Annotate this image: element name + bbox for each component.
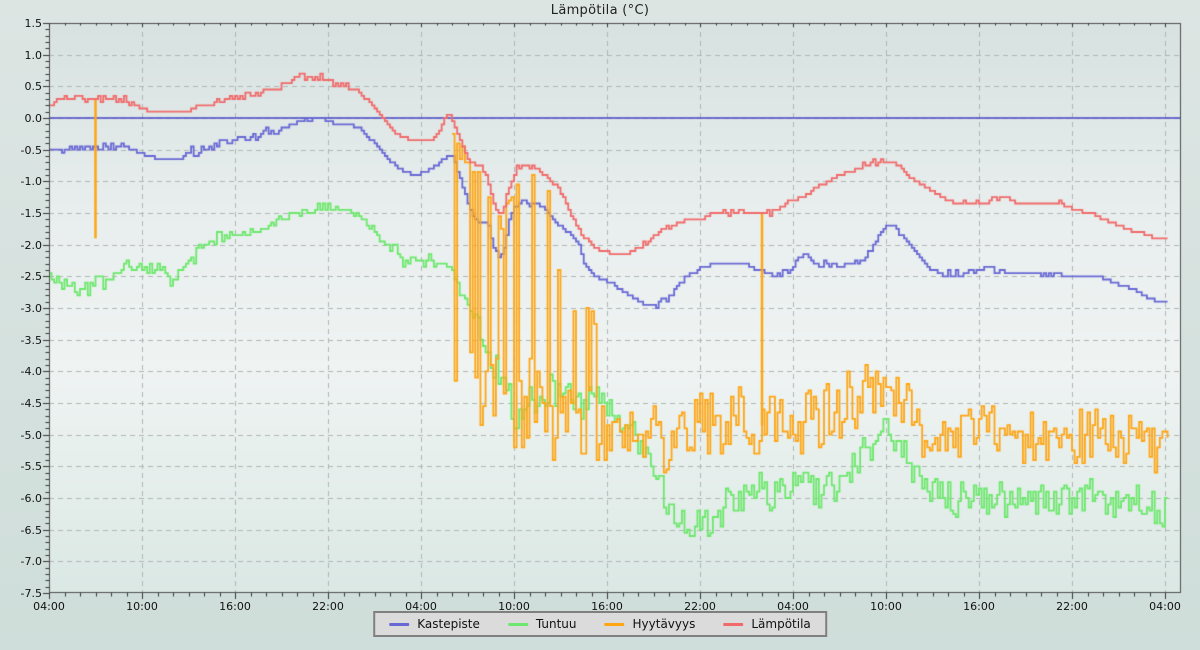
y-tick-label: 0.5 <box>24 80 43 94</box>
x-tick-label: 16:00 <box>219 600 251 613</box>
y-tick-label: 1.5 <box>24 17 43 30</box>
x-tick-label: 04:00 <box>405 600 437 613</box>
legend-label: Tuntuu <box>535 617 577 631</box>
y-tick-label: -3.5 <box>20 333 42 347</box>
x-tick-label: 04:00 <box>1149 600 1181 613</box>
x-tick-label: 10:00 <box>498 600 530 613</box>
y-tick-label: -6.5 <box>20 523 42 537</box>
y-tick-label: -2.5 <box>20 270 42 284</box>
legend-color-dash-icon <box>389 622 410 626</box>
legend-item-hyytävyys: Hyytävyys <box>604 617 696 631</box>
y-tick-label: -1.0 <box>20 175 42 189</box>
y-tick-label: -5.0 <box>20 428 42 442</box>
x-tick-label: 04:00 <box>33 600 65 613</box>
y-tick-label: -1.5 <box>20 207 42 220</box>
legend-color-dash-icon <box>507 622 528 626</box>
y-tick-label: 1.0 <box>24 48 43 62</box>
y-tick-label: -4.5 <box>20 397 42 410</box>
legend-color-dash-icon <box>604 622 625 626</box>
y-tick-label: -5.5 <box>20 460 42 474</box>
y-tick-label: -3.0 <box>20 302 42 315</box>
legend-label: Kastepiste <box>417 617 480 631</box>
x-tick-label: 10:00 <box>870 600 902 613</box>
x-tick-label: 10:00 <box>126 600 158 613</box>
legend-item-kastepiste: Kastepiste <box>389 617 480 631</box>
x-tick-label: 04:00 <box>777 600 809 613</box>
legend-label: Lämpötila <box>751 617 811 631</box>
x-tick-label: 16:00 <box>963 600 995 613</box>
y-tick-label: -0.5 <box>20 143 42 157</box>
x-tick-label: 22:00 <box>684 600 716 613</box>
y-tick-label: 0.0 <box>24 112 43 125</box>
y-tick-label: -7.0 <box>20 555 42 569</box>
legend-color-dash-icon <box>723 622 744 626</box>
y-tick-label: -2.0 <box>20 238 42 252</box>
y-tick-label: -4.0 <box>20 365 42 379</box>
x-tick-label: 22:00 <box>312 600 344 613</box>
y-tick-label: -7.5 <box>20 587 42 600</box>
legend-item-tuntuu: Tuntuu <box>507 617 577 631</box>
legend-item-lämpötila: Lämpötila <box>723 617 811 631</box>
legend-box: Kastepiste Tuntuu Hyytävyys Lämpötila <box>373 611 827 637</box>
x-tick-label: 16:00 <box>591 600 623 613</box>
y-tick-label: -6.0 <box>20 492 42 505</box>
x-tick-label: 22:00 <box>1056 600 1088 613</box>
legend-label: Hyytävyys <box>632 617 696 631</box>
chart-title: Lämpötila (°C) <box>550 3 650 18</box>
